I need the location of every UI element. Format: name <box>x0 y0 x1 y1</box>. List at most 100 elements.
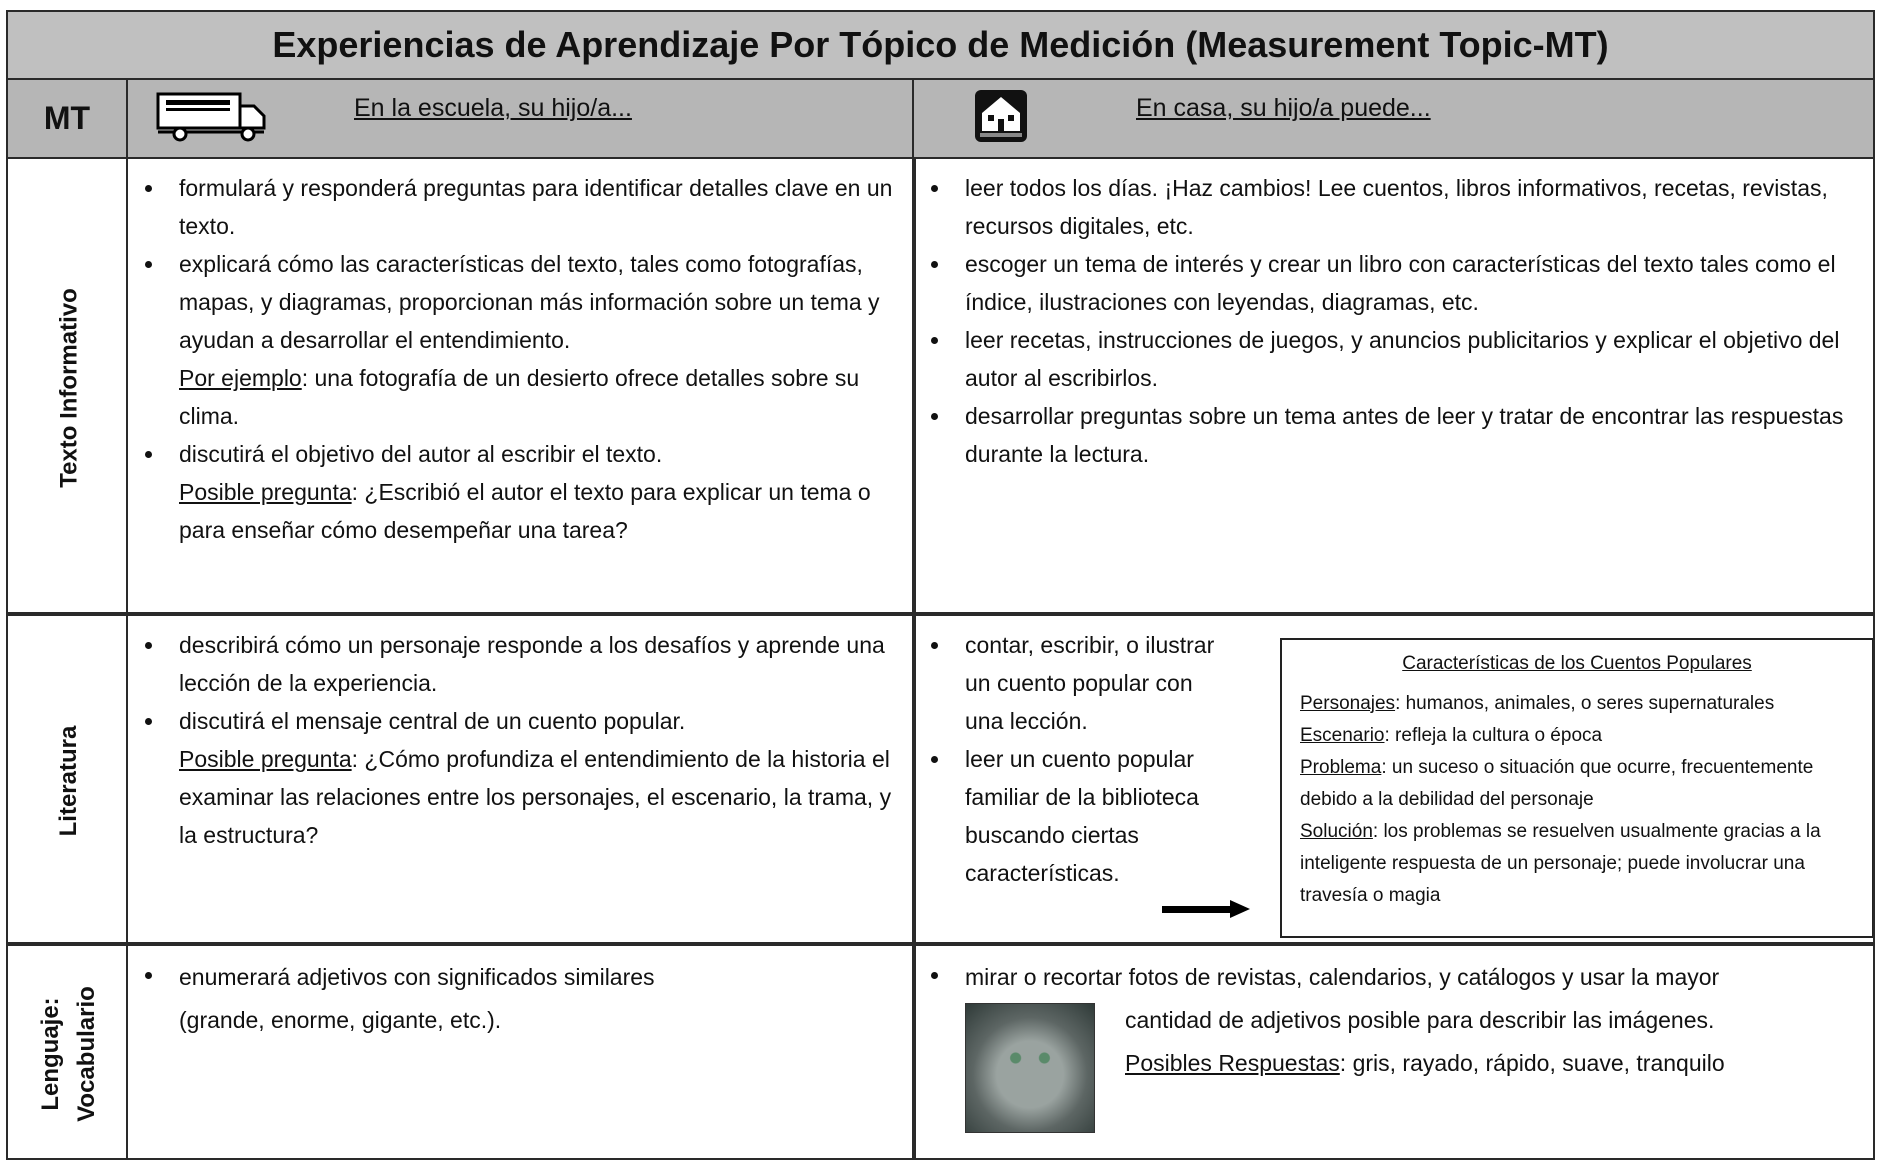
item-line: cantidad de adjetivos posible para descr… <box>1125 1007 1715 1033</box>
box-item-label: Escenario <box>1300 725 1385 746</box>
bullet <box>931 972 938 979</box>
box-item-text: : refleja la cultura o época <box>1384 725 1603 746</box>
bullet <box>145 185 152 192</box>
bullet-item: escoger un tema de interés y crear un li… <box>928 245 1863 321</box>
note-label: Posible pregunta <box>179 479 352 505</box>
box-item-text: : un suceso o situación que ocurre, frec… <box>1300 757 1814 810</box>
item-line: enumerará adjetivos con significados sim… <box>179 964 655 990</box>
note-label: Posible pregunta <box>179 746 352 772</box>
box-item: Escenario: refleja la cultura o época <box>1300 720 1854 752</box>
school-cell: formulará y responderá preguntas para id… <box>126 157 916 614</box>
header-school: En la escuela, su hijo/a... <box>126 78 916 159</box>
bullet <box>931 337 938 344</box>
bullet <box>931 413 938 420</box>
bullet <box>145 642 152 649</box>
note: Por ejemplo: una fotografía de un desier… <box>179 359 902 435</box>
bullet-item: desarrollar preguntas sobre un tema ante… <box>928 397 1863 473</box>
school-cell: describirá cómo un personaje responde a … <box>126 614 916 944</box>
item-text: desarrollar preguntas sobre un tema ante… <box>965 403 1844 467</box>
bullet-item: describirá cómo un personaje responde a … <box>142 626 902 702</box>
note-text: : ¿Escribió el autor el texto para expli… <box>179 479 871 543</box>
bullet <box>931 185 938 192</box>
bullet-item: enumerará adjetivos con significados sim… <box>142 956 902 1042</box>
topic-label: Literatura <box>55 725 82 837</box>
bullet-item: discutirá el mensaje central de un cuent… <box>142 702 902 854</box>
bullet-item: leer recetas, instrucciones de juegos, y… <box>928 321 1863 397</box>
item-text: describirá cómo un personaje responde a … <box>179 632 885 696</box>
note: Posible pregunta: ¿Cómo profundiza el en… <box>179 740 902 854</box>
topic-cell: Literatura <box>6 614 128 944</box>
item-text: explicará cómo las características del t… <box>179 251 880 353</box>
note: Posibles Respuestas: gris, rayado, rápid… <box>965 1042 1863 1085</box>
item-text: formulará y responderá preguntas para id… <box>179 175 893 239</box>
title: Experiencias de Aprendizaje Por Tópico d… <box>272 24 1609 65</box>
home-list: mirar o recortar fotos de revistas, cale… <box>928 956 1863 1133</box>
home-list: leer todos los días. ¡Haz cambios! Lee c… <box>928 169 1863 473</box>
bullet-item: leer un cuento popular familiar de la bi… <box>928 740 1228 892</box>
box-item: Personajes: humanos, animales, o seres s… <box>1300 688 1854 720</box>
bullet <box>931 756 938 763</box>
topic-label: Texto Informativo <box>55 287 82 488</box>
bullet-item: explicará cómo las características del t… <box>142 245 902 435</box>
cat-eyes <box>1006 1052 1054 1064</box>
home-cell: leer todos los días. ¡Haz cambios! Lee c… <box>912 157 1875 614</box>
mt-label: MT <box>43 100 91 136</box>
bus-icon <box>156 92 266 142</box>
topic-cell: Texto Informativo <box>6 157 128 614</box>
box-item-text: : los problemas se resuelven usualmente … <box>1300 821 1821 906</box>
bullet-item: discutirá el objetivo del autor al escri… <box>142 435 902 549</box>
item-text: leer todos los días. ¡Haz cambios! Lee c… <box>965 175 1828 239</box>
note-text: : ¿Cómo profundiza el entendimiento de l… <box>179 746 892 848</box>
item-line: mirar o recortar fotos de revistas, cale… <box>965 964 1720 990</box>
item-text: leer recetas, instrucciones de juegos, y… <box>965 327 1840 391</box>
school-list: describirá cómo un personaje responde a … <box>142 626 902 854</box>
bullet-item: contar, escribir, o ilustrar un cuento p… <box>928 626 1228 740</box>
school-list: enumerará adjetivos con significados sim… <box>142 956 902 1042</box>
bullet <box>931 261 938 268</box>
box-item-text: : humanos, animales, o seres supernatura… <box>1395 693 1775 714</box>
bullet <box>145 718 152 725</box>
bullet-item: mirar o recortar fotos de revistas, cale… <box>928 956 1863 1133</box>
home-cell: contar, escribir, o ilustrar un cuento p… <box>912 614 1875 944</box>
topic-cell: Lenguaje: Vocabulario <box>6 944 128 1160</box>
home-list: contar, escribir, o ilustrar un cuento p… <box>928 626 1228 892</box>
home-heading: En casa, su hijo/a puede... <box>1136 94 1431 122</box>
bullet-item: leer todos los días. ¡Haz cambios! Lee c… <box>928 169 1863 245</box>
box-item-label: Solución <box>1300 821 1373 842</box>
bullet <box>145 261 152 268</box>
bullet <box>145 972 152 979</box>
cat-photo <box>965 1003 1095 1133</box>
house-icon <box>975 90 1027 142</box>
note-label: Por ejemplo <box>179 365 302 391</box>
home-cell: mirar o recortar fotos de revistas, cale… <box>912 944 1875 1160</box>
bullet <box>931 642 938 649</box>
item-text: leer un cuento popular familiar de la bi… <box>965 746 1199 886</box>
box-item: Problema: un suceso o situación que ocur… <box>1300 752 1854 816</box>
box-item-label: Problema <box>1300 757 1382 778</box>
header-home: En casa, su hijo/a puede... <box>912 78 1875 159</box>
arrow-shape <box>1162 900 1250 918</box>
school-cell: enumerará adjetivos con significados sim… <box>126 944 916 1160</box>
topic-label: Lenguaje: Vocabulario <box>37 986 100 1122</box>
item-line: (grande, enorme, gigante, etc.). <box>179 1007 502 1033</box>
school-heading: En la escuela, su hijo/a... <box>354 94 632 122</box>
title-bar: Experiencias de Aprendizaje Por Tópico d… <box>6 10 1875 80</box>
box-item-label: Personajes <box>1300 693 1396 714</box>
box-item: Solución: los problemas se resuelven usu… <box>1300 816 1854 912</box>
item-text: contar, escribir, o ilustrar un cuento p… <box>965 632 1215 734</box>
item-text: discutirá el mensaje central de un cuent… <box>179 708 686 734</box>
note-text: : gris, rayado, rápido, suave, tranquilo <box>1339 1050 1725 1076</box>
school-list: formulará y responderá preguntas para id… <box>142 169 902 549</box>
folk-tale-box: Características de los Cuentos Populares… <box>1280 638 1873 938</box>
header-mt: MT <box>6 78 128 159</box>
note-text: : una fotografía de un desierto ofrece d… <box>179 365 860 429</box>
arrow <box>1162 899 1250 919</box>
item-text: discutirá el objetivo del autor al escri… <box>179 441 663 467</box>
bullet-item: formulará y responderá preguntas para id… <box>142 169 902 245</box>
box-title: Características de los Cuentos Populares <box>1402 653 1752 674</box>
note-label: Posibles Respuestas <box>1125 1050 1340 1076</box>
item-text: escoger un tema de interés y crear un li… <box>965 251 1836 315</box>
note: Posible pregunta: ¿Escribió el autor el … <box>179 473 902 549</box>
